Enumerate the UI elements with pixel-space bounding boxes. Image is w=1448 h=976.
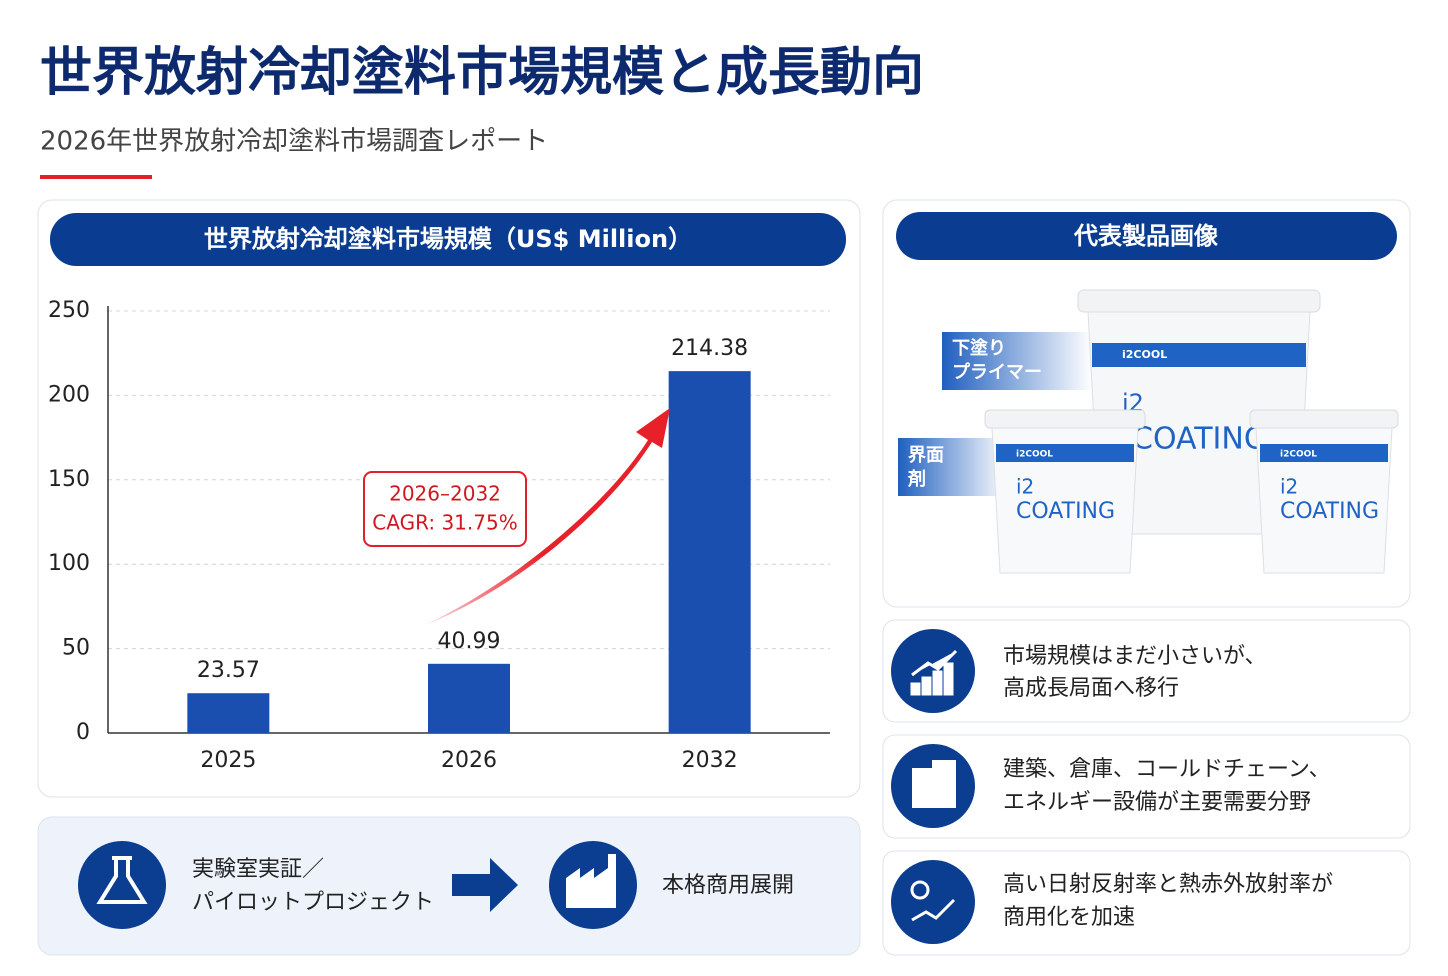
product-name: COATING bbox=[1280, 499, 1379, 524]
value-label: 40.99 bbox=[438, 629, 501, 654]
product-label: 下塗り bbox=[952, 337, 1006, 359]
products-header bbox=[896, 212, 1397, 260]
sun-icon-shape bbox=[910, 880, 930, 900]
insight-text: 商用化を加速 bbox=[1003, 905, 1135, 930]
flow-panel bbox=[37, 816, 861, 956]
bar bbox=[428, 663, 510, 733]
product-name: i2 bbox=[1280, 475, 1298, 499]
brand: i2COOL bbox=[1016, 450, 1053, 460]
flow-arrow bbox=[452, 858, 518, 912]
y-tick-label: 250 bbox=[48, 298, 90, 323]
sun-icon bbox=[891, 860, 975, 944]
sun-icon-shape bbox=[911, 898, 956, 922]
flow-step: 実験室実証／ bbox=[192, 857, 324, 882]
insight-card bbox=[882, 850, 1411, 956]
insight-text: 市場規模はまだ小さいが、 bbox=[1003, 644, 1267, 669]
brand: i2COOL bbox=[1280, 450, 1317, 460]
flow-step: 本格商用展開 bbox=[662, 873, 794, 898]
product-label: プライマー bbox=[952, 361, 1042, 383]
bar bbox=[187, 693, 270, 733]
bucket: i2COOL i2 COATING bbox=[1249, 409, 1399, 574]
value-label: 23.57 bbox=[197, 658, 260, 683]
product-label: 界面 bbox=[908, 445, 944, 466]
building-icon-shape bbox=[912, 760, 956, 808]
insight-text: エネルギー設備が主要需要分野 bbox=[1003, 790, 1311, 815]
product-label-bg bbox=[942, 332, 1092, 390]
cagr-label: 2026–2032 bbox=[389, 482, 501, 506]
cagr-box bbox=[363, 471, 527, 547]
flask-icon bbox=[78, 841, 166, 929]
plot: 0 50 100 150 200 250 2025 23.57 2026 40.99 2032 214… bbox=[48, 298, 830, 773]
y-tick-label: 0 bbox=[76, 720, 90, 745]
bucket: i2COOL i2 COATING bbox=[984, 409, 1146, 574]
x-tick-label: 2025 bbox=[200, 748, 256, 773]
insight-text: 高成長局面へ移行 bbox=[1003, 676, 1179, 701]
flask-icon-shape bbox=[96, 856, 148, 904]
products-title: 代表製品画像 bbox=[1073, 222, 1218, 250]
product-label: 剤 bbox=[907, 469, 926, 490]
y-tick-label: 200 bbox=[48, 382, 90, 407]
y-tick-label: 100 bbox=[48, 551, 90, 576]
value-label: 214.38 bbox=[671, 336, 748, 361]
page-subtitle: 2026年世界放射冷却塗料市場調査レポート bbox=[40, 127, 548, 157]
bucket: i2COOL i2 COATING bbox=[1077, 289, 1321, 535]
accent-line bbox=[40, 175, 152, 179]
flow-step: パイロットプロジェクト bbox=[192, 890, 434, 915]
x-tick-label: 2026 bbox=[441, 748, 497, 773]
y-tick-label: 50 bbox=[62, 636, 90, 661]
page-title: 世界放射冷却塗料市場規模と成長動向 bbox=[40, 43, 924, 103]
factory-icon-shape bbox=[566, 854, 616, 908]
insight-card bbox=[882, 619, 1411, 723]
y-tick-label: 150 bbox=[48, 467, 90, 492]
x-tick-label: 2032 bbox=[682, 748, 738, 773]
chart-icon-shape bbox=[910, 649, 958, 696]
growth-arrow bbox=[425, 408, 670, 625]
insight-card bbox=[882, 734, 1411, 839]
product-label-bg bbox=[898, 438, 1008, 496]
bar bbox=[668, 371, 751, 733]
cagr-label: CAGR: 31.75% bbox=[372, 511, 517, 535]
insight-text: 建築、倉庫、コールドチェーン、 bbox=[1003, 757, 1331, 782]
brand: i2COOL bbox=[1122, 348, 1167, 361]
product-name: i2 bbox=[1016, 475, 1034, 499]
chart-title: 世界放射冷却塗料市場規模（US$ Million） bbox=[204, 225, 692, 253]
chart-header bbox=[50, 213, 846, 266]
insight-text: 高い日射反射率と熱赤外放射率が bbox=[1003, 872, 1333, 897]
product-name: COATING bbox=[1132, 422, 1267, 457]
product-name: COATING bbox=[1016, 499, 1115, 524]
